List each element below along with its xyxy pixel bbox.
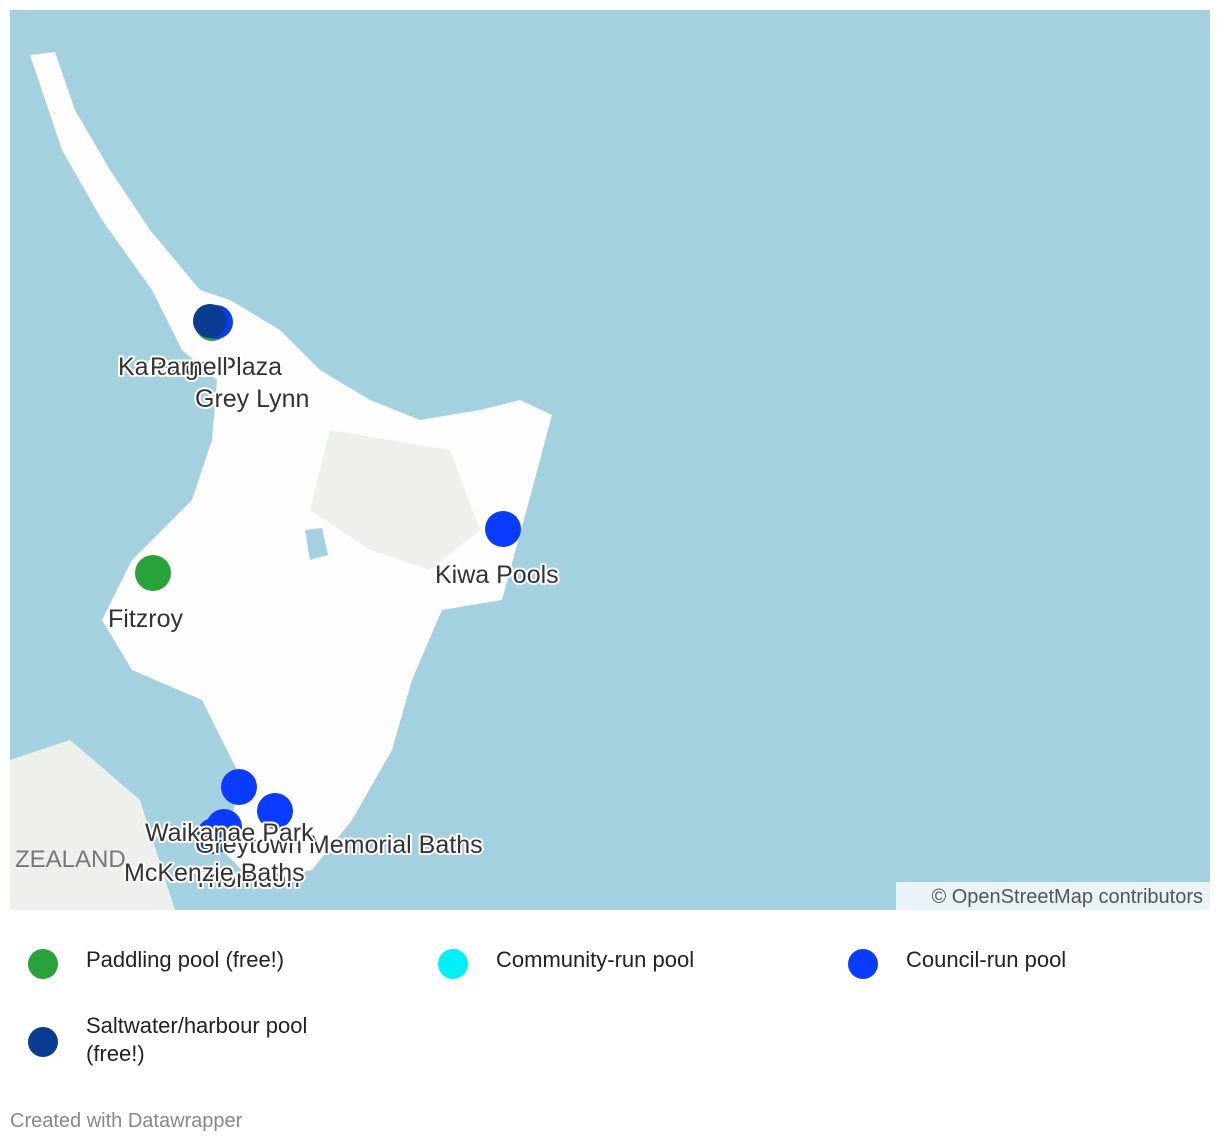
lake bbox=[305, 528, 328, 560]
attribution: © OpenStreetMap contributors bbox=[931, 886, 1203, 908]
marker-label: Kiwa Pools bbox=[435, 561, 559, 589]
region-label: ZEALAND bbox=[15, 846, 126, 873]
legend-label: Saltwater/harbour pool (free!) bbox=[86, 1013, 308, 1066]
marker-label: Thorndon bbox=[193, 865, 300, 893]
legend-item: Community-run pool bbox=[438, 946, 768, 979]
markers bbox=[135, 304, 521, 854]
marker-label: Waikanae Park bbox=[145, 819, 314, 847]
marker bbox=[221, 769, 257, 805]
land bbox=[30, 52, 552, 880]
land-south bbox=[10, 740, 175, 910]
marker-label: McKenzie Baths bbox=[124, 859, 305, 887]
marker-label: Fitzroy bbox=[108, 605, 184, 633]
map: ZEALAND Karanga Plaza Parnell Grey Lynn … bbox=[10, 10, 1210, 910]
marker-label: Parnell bbox=[150, 353, 228, 381]
marker bbox=[196, 818, 232, 854]
marker bbox=[135, 555, 171, 591]
marker-label: Grey Lynn bbox=[195, 385, 309, 413]
legend-label: Community-run pool bbox=[496, 947, 695, 972]
marker bbox=[485, 511, 521, 547]
footer: Created with Datawrapper bbox=[10, 1110, 243, 1132]
marker bbox=[257, 793, 293, 829]
legend-label: Paddling pool (free!) bbox=[86, 947, 285, 972]
legend-item: Saltwater/harbour pool (free!) bbox=[28, 1012, 338, 1068]
legend-label: Council-run pool bbox=[906, 947, 1067, 972]
marker bbox=[193, 304, 227, 338]
attribution-bg bbox=[896, 882, 1210, 910]
marker-label: Greytown Memorial Baths bbox=[195, 831, 483, 859]
legend-item: Council-run pool bbox=[848, 946, 1178, 979]
legend-item: Paddling pool (free!) bbox=[28, 946, 358, 979]
marker-label: Karanga Plaza bbox=[118, 353, 282, 381]
land bbox=[310, 430, 480, 570]
sea bbox=[10, 10, 1210, 910]
